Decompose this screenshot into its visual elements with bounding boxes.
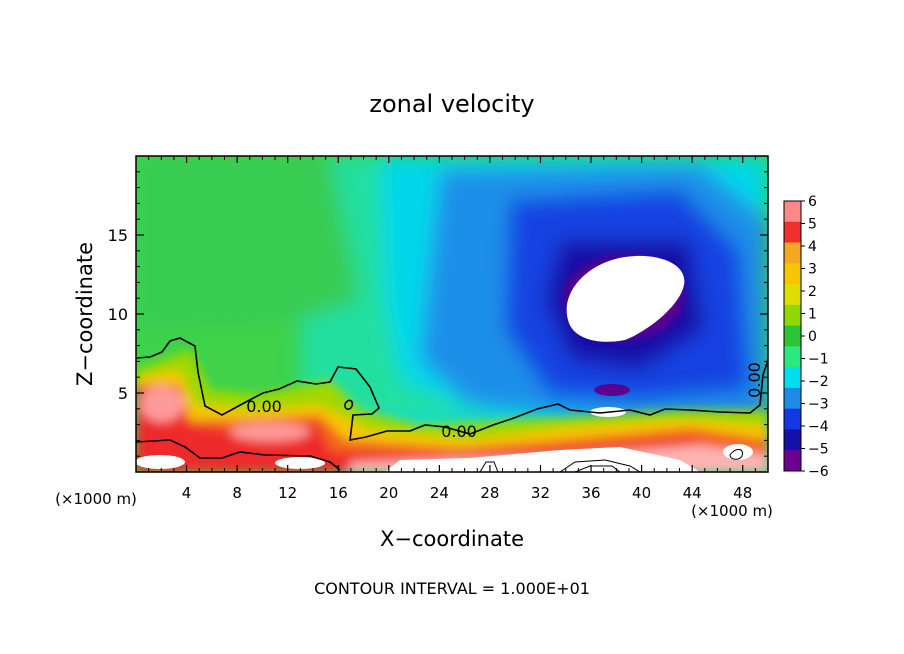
y-axis-title: Z−coordinate — [73, 242, 97, 386]
x-tick-label: 8 — [232, 484, 242, 502]
contour-label-2: 0.00 — [441, 422, 477, 441]
y-axis: 5 10 15 — [108, 171, 768, 457]
region-max-mid — [230, 423, 310, 441]
colorbar-tick-label: 5 — [808, 217, 817, 233]
colorbar-segment — [784, 387, 801, 410]
white-patch-right — [723, 444, 753, 460]
contour-label-1: 0.00 — [246, 397, 282, 416]
colorbar-tick-label: 3 — [808, 262, 817, 278]
thin-contour-2 — [559, 459, 641, 472]
thin-contour-4 — [729, 449, 744, 460]
colorbar-segment — [784, 450, 801, 472]
colorbar-segment — [784, 325, 801, 347]
x-tick-label: 12 — [278, 484, 297, 502]
x-tick-label: 40 — [632, 484, 651, 502]
colorbar-tick-label: 4 — [808, 239, 817, 255]
colorbar-tick-label: −3 — [808, 397, 829, 413]
chart-title: zonal velocity — [369, 90, 534, 118]
saturated-minimum-white — [566, 255, 685, 342]
colorbar-tick-label: −1 — [808, 352, 829, 368]
colorbar-tick-label: 6 — [808, 194, 817, 210]
colorbar-tick-label: −2 — [808, 374, 829, 390]
y-tick-label: 5 — [118, 384, 128, 403]
white-patch-left — [136, 455, 185, 469]
colorbar-segment — [784, 221, 801, 244]
x-tick-label: 20 — [379, 484, 398, 502]
colorbar-tick-label: 1 — [808, 307, 817, 323]
colorbar-segment — [784, 284, 801, 306]
colorbar-segment — [784, 304, 801, 327]
colorbar: 6 5 4 3 2 1 0 −1 −2 −3 −4 −5 −6 — [783, 194, 829, 480]
colorbar-tick-label: −6 — [808, 464, 829, 480]
region-green-top — [136, 156, 360, 330]
thin-contour-1 — [479, 461, 499, 472]
region-max-left — [140, 386, 184, 422]
x-axis-title: X−coordinate — [380, 527, 524, 551]
x-tick-label: 16 — [329, 484, 348, 502]
colorbar-segment — [784, 263, 801, 285]
contour-interval: CONTOUR INTERVAL = 1.000E+01 — [314, 579, 590, 598]
colorbar-segment — [784, 429, 801, 451]
y-tick-label: 10 — [108, 305, 128, 324]
colorbar-segment — [784, 346, 801, 368]
colorbar-segment — [784, 408, 801, 430]
colorbar-tick-label: 2 — [808, 284, 817, 300]
x-axis: 4 8 12 16 20 24 28 32 36 40 44 48 — [148, 156, 756, 502]
x-tick-label: 28 — [480, 484, 499, 502]
x-unit-label: (×1000 m) — [691, 502, 773, 520]
x-tick-label: 44 — [683, 484, 702, 502]
white-patch-bottom — [385, 447, 700, 472]
plot-area — [136, 156, 768, 472]
zero-contour-small — [344, 399, 354, 410]
contour-label-3: 0.00 — [745, 362, 764, 398]
zero-contour-main — [136, 337, 768, 441]
x-tick-label: 48 — [733, 484, 752, 502]
x-tick-label: 24 — [430, 484, 449, 502]
colorbar-tick-label: −4 — [808, 419, 829, 435]
colorbar-tick-label: 0 — [808, 329, 817, 345]
x-tick-label: 36 — [581, 484, 600, 502]
x-tick-label: 32 — [531, 484, 550, 502]
colorbar-segment — [784, 201, 801, 223]
colorbar-segment — [784, 367, 801, 389]
colorbar-tick-label: −5 — [808, 442, 829, 458]
y-tick-label: 15 — [108, 226, 128, 245]
zero-contour-lower — [136, 439, 341, 471]
z-unit-label: (×1000 m) — [55, 490, 137, 508]
colorbar-segment — [784, 242, 801, 264]
small-negative-blob — [594, 384, 630, 396]
x-tick-label: 4 — [182, 484, 192, 502]
